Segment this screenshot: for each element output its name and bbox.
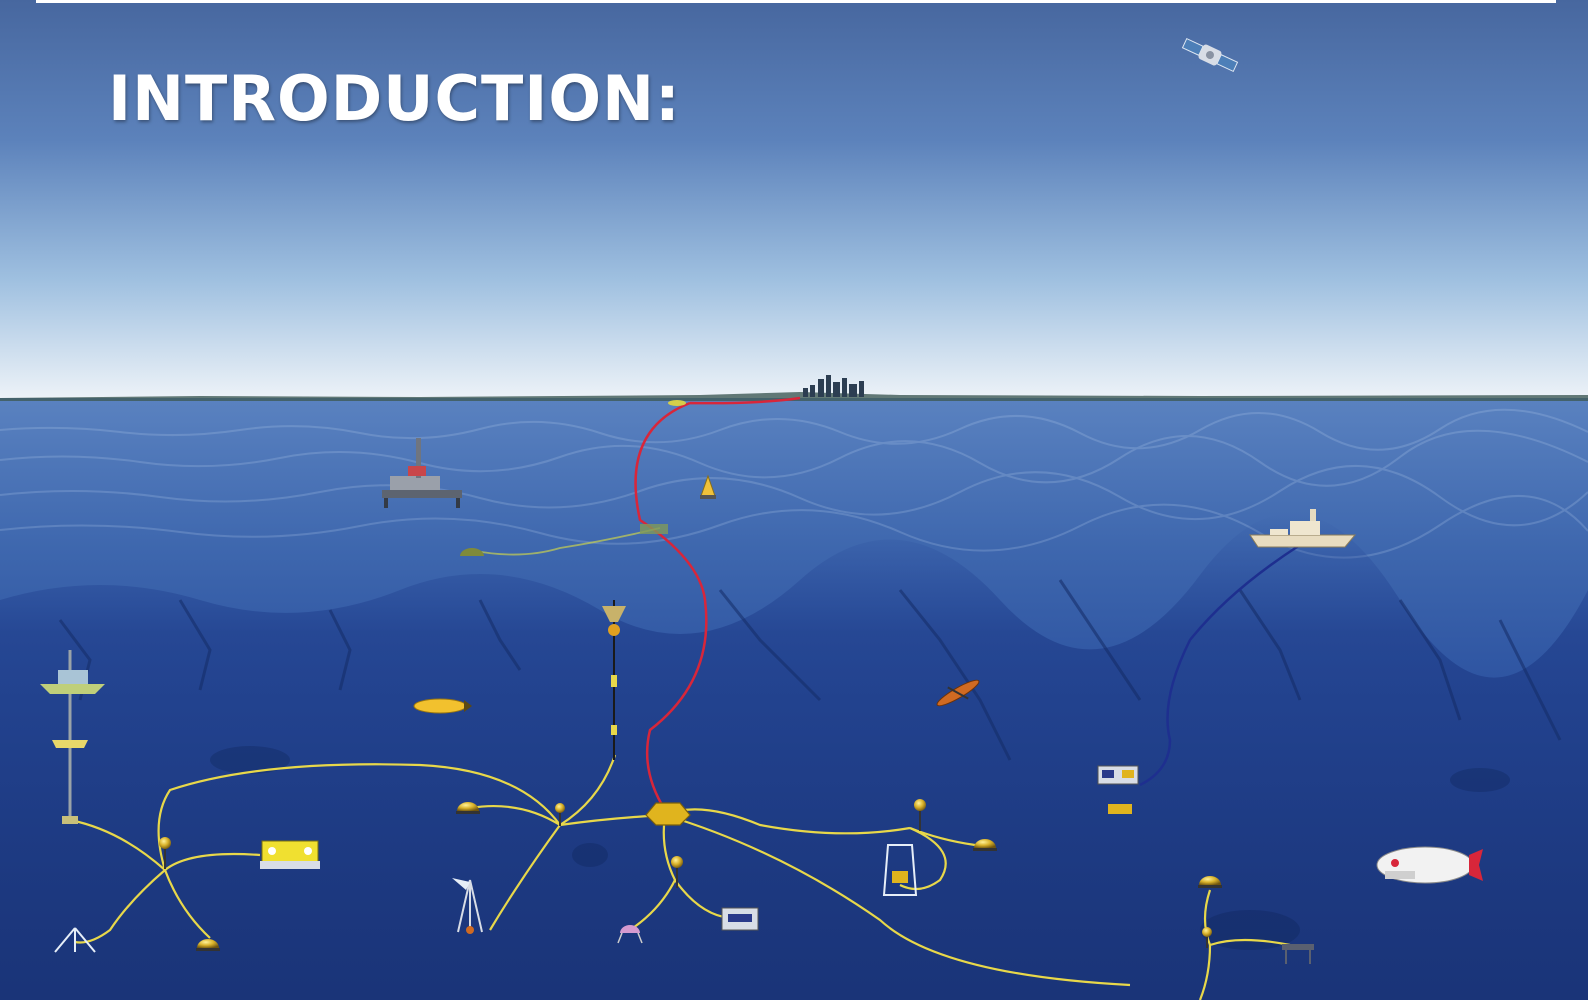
- surface-float: [668, 400, 686, 406]
- oil-platform: [382, 438, 462, 508]
- coastal-city: [803, 375, 864, 397]
- blue-cable: [1139, 543, 1301, 787]
- sensor-node: [456, 802, 480, 814]
- rov-tethered: [1097, 765, 1139, 814]
- seafloor-table-sensor: [1282, 944, 1314, 964]
- seafloor-sensor-pink: [617, 925, 643, 944]
- junction-box: [645, 802, 691, 826]
- seafloor: [0, 513, 1588, 1000]
- shallow-junction: [640, 524, 668, 534]
- seafloor-ridges: [58, 579, 1562, 761]
- auv-yellow: [413, 698, 472, 714]
- mooring-string: [602, 600, 626, 760]
- shallow-cable: [469, 527, 661, 556]
- sensor-node: [914, 799, 926, 831]
- sensor-node: [671, 856, 683, 888]
- sensor-node: [1202, 927, 1212, 948]
- sensor-node: [1198, 876, 1222, 888]
- manned-submersible: [1376, 846, 1483, 884]
- sensor-node: [973, 839, 997, 851]
- surface-buoy: [700, 474, 716, 499]
- sensor-node: [555, 803, 565, 826]
- sensor-node: [196, 939, 220, 951]
- sensor-nodes: [159, 799, 1222, 951]
- red-cable: [634, 396, 801, 811]
- underwater-glider: [936, 679, 980, 707]
- research-ship: [1249, 509, 1357, 548]
- seafloor-tripod: [40, 650, 105, 824]
- seafloor-tripod-sensor: [452, 878, 483, 934]
- seafloor-mini-tripod: [54, 927, 96, 953]
- horizon-coastline: [0, 392, 1588, 401]
- seafloor-shadows: [210, 746, 1510, 950]
- lander-frame: [882, 844, 918, 896]
- instrument-box: [721, 907, 759, 931]
- shallow-dome: [460, 548, 484, 556]
- sky: [0, 0, 1588, 400]
- rov-yellow: [260, 840, 320, 869]
- seafloor-cable-network: [69, 754, 1291, 1000]
- satellite-icon: [1181, 37, 1239, 73]
- sensor-node: [159, 837, 171, 869]
- slide-title: INTRODUCTION:: [108, 62, 681, 135]
- top-border-line: [36, 0, 1556, 3]
